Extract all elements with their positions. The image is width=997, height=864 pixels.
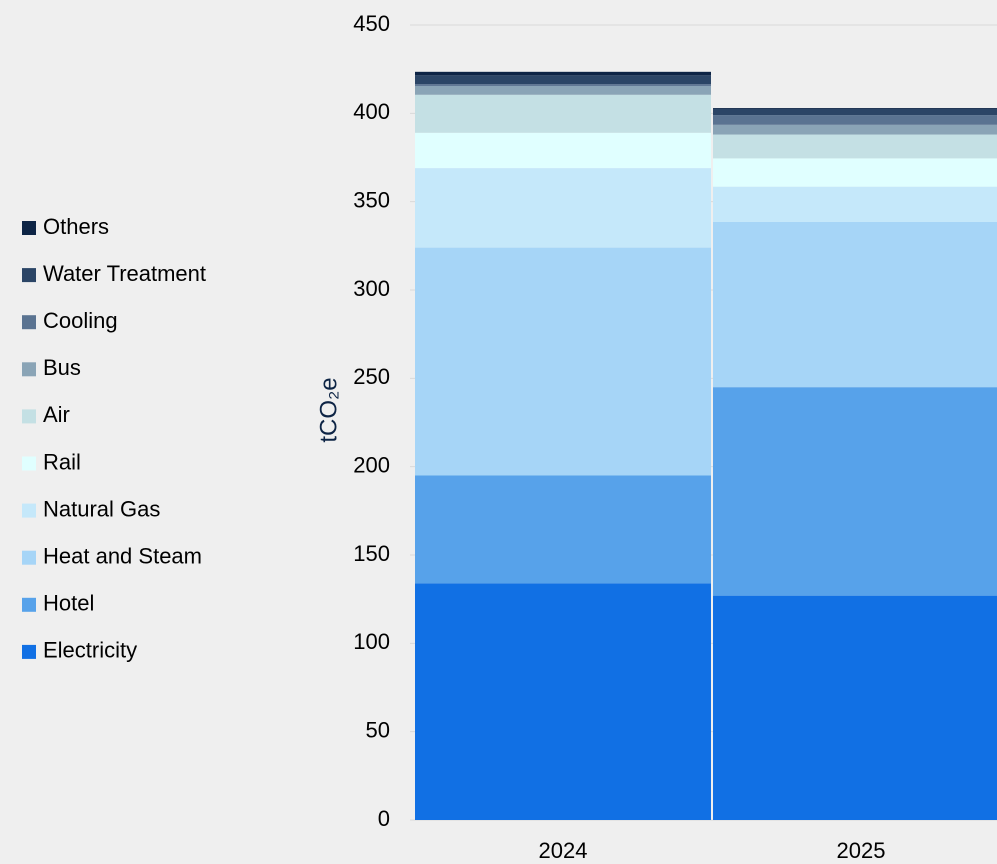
legend-swatch (22, 550, 36, 565)
bar-segment (713, 108, 997, 109)
bar-segment (713, 387, 997, 596)
legend-label: Heat and Steam (43, 544, 202, 569)
bar-segment (415, 71, 711, 76)
bar-segment (415, 168, 711, 248)
bar-segment (415, 75, 711, 85)
y-tick-label: 300 (353, 276, 390, 301)
bar-segment (415, 583, 711, 820)
legend-label: Electricity (43, 638, 137, 663)
x-tick-label: 2024 (539, 838, 588, 863)
legend-swatch (22, 644, 36, 659)
legend-label: Natural Gas (43, 496, 160, 521)
legend-label: Others (43, 214, 109, 239)
legend-swatch (22, 597, 36, 612)
legend-swatch (22, 409, 36, 424)
bar-segment (713, 115, 997, 125)
bar-segment (713, 134, 997, 159)
bar-segment (415, 475, 711, 584)
legend-label: Cooling (43, 308, 118, 333)
bar-segment (415, 247, 711, 476)
y-tick-label: 50 (366, 717, 390, 742)
bar-segment (415, 132, 711, 169)
legend-swatch (22, 315, 36, 330)
bar-segment (415, 94, 711, 133)
bar-segment (415, 85, 711, 95)
y-tick-label: 100 (353, 629, 390, 654)
bar-segment (713, 124, 997, 135)
bar-segment (713, 595, 997, 820)
y-tick-label: 400 (353, 99, 390, 124)
y-tick-label: 150 (353, 541, 390, 566)
y-tick-label: 350 (353, 187, 390, 212)
bar-segment (713, 108, 997, 116)
y-axis-label: tCO₂e (315, 377, 342, 442)
y-tick-label: 450 (353, 11, 390, 36)
legend-swatch (22, 362, 36, 377)
legend-label: Water Treatment (43, 261, 206, 286)
bar-segment (415, 84, 711, 86)
y-tick-label: 200 (353, 452, 390, 477)
legend-swatch (22, 503, 36, 518)
bar-segment (713, 158, 997, 187)
legend-label: Hotel (43, 591, 94, 616)
y-tick-label: 0 (378, 806, 390, 831)
x-tick-label: 2025 (837, 838, 886, 863)
legend-swatch (22, 268, 36, 283)
legend-label: Air (43, 402, 70, 427)
y-tick-label: 250 (353, 364, 390, 389)
legend-swatch (22, 456, 36, 471)
legend-swatch (22, 221, 36, 235)
legend-label: Rail (43, 449, 81, 474)
legend-label: Bus (43, 355, 81, 380)
bar-segment (713, 221, 997, 388)
bar-segment (713, 186, 997, 222)
